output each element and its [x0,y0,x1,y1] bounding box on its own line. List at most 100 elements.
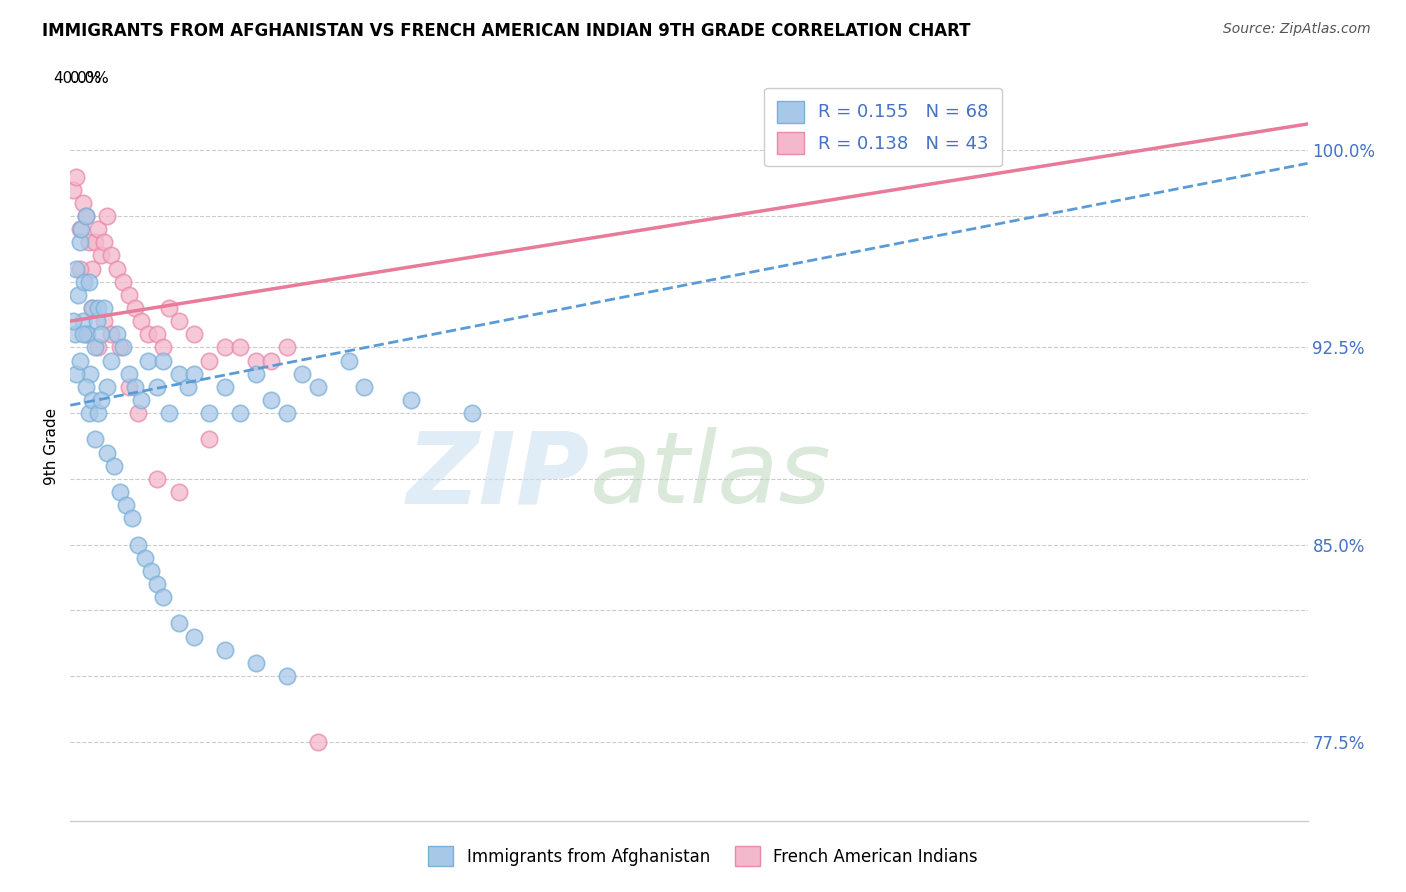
Point [72,327,94,342]
Point [198,353,221,368]
Point [124,301,146,315]
Point [108,485,131,500]
Text: Source: ZipAtlas.com: Source: ZipAtlas.com [1223,22,1371,37]
Point [80,301,103,315]
Point [157,406,180,420]
Point [87,340,110,354]
Point [96,445,118,459]
Point [167,616,190,631]
Point [198,406,221,420]
Point [73,275,96,289]
Point [80,261,103,276]
Point [84,340,107,354]
Point [111,275,134,289]
Point [79,367,101,381]
Point [291,367,314,381]
Point [100,248,122,262]
Point [146,472,169,486]
Y-axis label: 9th Grade: 9th Grade [44,408,59,484]
Point [87,222,110,236]
Point [65,367,87,381]
Legend: Immigrants from Afghanistan, French American Indians: Immigrants from Afghanistan, French Amer… [420,838,986,875]
Point [214,642,236,657]
Point [87,301,110,315]
Point [115,498,138,512]
Text: ZIP: ZIP [406,427,591,524]
Point [118,367,141,381]
Point [105,261,128,276]
Point [146,327,169,342]
Legend: R = 0.155   N = 68, R = 0.138   N = 43: R = 0.155 N = 68, R = 0.138 N = 43 [765,88,1001,166]
Point [90,327,112,342]
Point [105,327,128,342]
Point [111,340,134,354]
Point [69,222,91,236]
Point [80,392,103,407]
Point [229,406,252,420]
Point [131,392,153,407]
Point [157,301,180,315]
Point [152,590,174,604]
Point [93,235,115,250]
Point [307,735,329,749]
Point [93,314,115,328]
Point [337,353,360,368]
Point [75,380,97,394]
Point [260,353,283,368]
Point [177,380,200,394]
Point [167,367,190,381]
Point [136,327,159,342]
Point [70,222,93,236]
Text: 0.0%: 0.0% [70,71,110,87]
Point [80,301,103,315]
Point [276,406,298,420]
Point [167,314,190,328]
Point [127,538,149,552]
Point [75,209,97,223]
Point [93,301,115,315]
Point [353,380,375,394]
Text: atlas: atlas [591,427,831,524]
Text: 40.0%: 40.0% [53,71,101,87]
Point [146,380,169,394]
Point [146,577,169,591]
Point [77,275,100,289]
Point [307,380,329,394]
Point [69,353,91,368]
Point [86,314,108,328]
Point [152,353,174,368]
Point [118,380,141,394]
Point [75,209,97,223]
Point [75,327,97,342]
Point [65,261,87,276]
Point [276,340,298,354]
Point [100,353,122,368]
Point [100,327,122,342]
Point [84,235,107,250]
Point [96,209,118,223]
Point [245,656,267,670]
Point [69,261,91,276]
Point [90,392,112,407]
Point [62,183,84,197]
Point [108,340,131,354]
Point [84,433,107,447]
Point [134,550,156,565]
Point [69,235,91,250]
Point [136,353,159,368]
Point [65,169,87,184]
Point [127,406,149,420]
Text: IMMIGRANTS FROM AFGHANISTAN VS FRENCH AMERICAN INDIAN 9TH GRADE CORRELATION CHAR: IMMIGRANTS FROM AFGHANISTAN VS FRENCH AM… [42,22,970,40]
Point [276,669,298,683]
Point [183,367,205,381]
Point [461,406,484,420]
Point [63,327,86,342]
Point [167,485,190,500]
Point [198,433,221,447]
Point [62,314,84,328]
Point [214,380,236,394]
Point [152,340,174,354]
Point [103,458,125,473]
Point [90,248,112,262]
Point [131,314,153,328]
